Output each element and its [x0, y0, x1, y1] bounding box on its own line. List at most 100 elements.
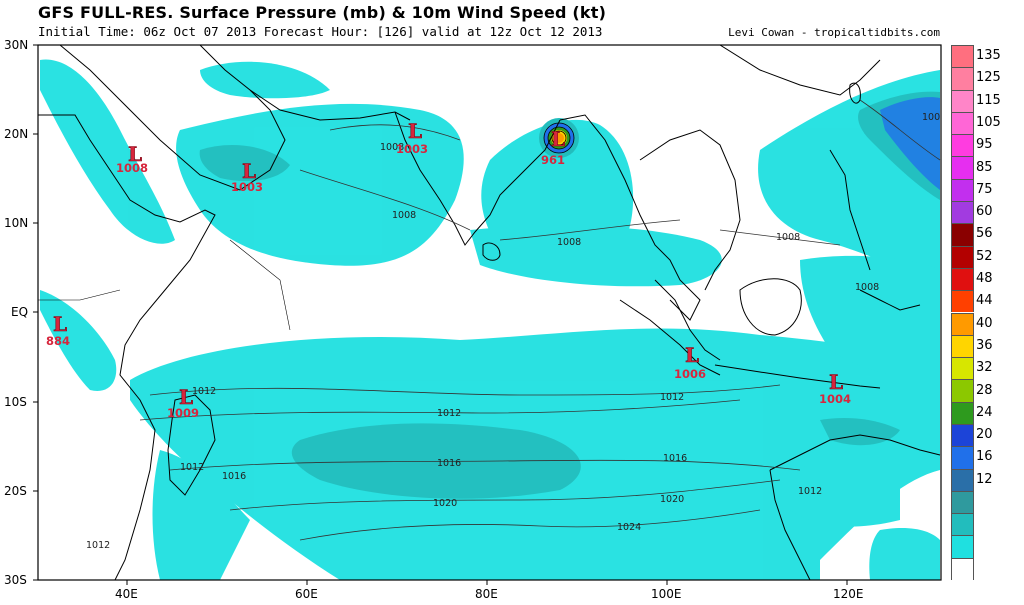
colorbar-row [951, 134, 1011, 157]
low-value: 1008 [116, 161, 148, 175]
colorbar-swatch [951, 178, 974, 202]
colorbar-row [951, 513, 1011, 536]
low-marker: L 1004 [819, 370, 851, 406]
isobar-label-group: 1008 1008 1008 1008 1008 1012 1012 1012 … [86, 112, 940, 551]
colorbar-swatch [951, 535, 974, 558]
wind-speed-colorbar: 135 125 115 105 95 85 75 60 56 52 48 44 40 36 32 28 24 20… [951, 45, 1011, 580]
isobar-label: 1012 [180, 462, 204, 473]
isobar-label: 1012 [86, 540, 110, 551]
colorbar-row [951, 201, 1011, 224]
lon-label: 40E [115, 587, 138, 601]
colorbar-swatch [951, 423, 974, 447]
colorbar-swatch [951, 513, 974, 536]
colorbar-swatch [951, 134, 974, 157]
chart-credit: Levi Cowan - tropicaltidbits.com [728, 26, 940, 39]
colorbar-swatch [951, 379, 974, 402]
colorbar-row [951, 156, 1011, 179]
low-marker: L 1009 [167, 385, 199, 420]
chart-subtitle: Initial Time: 06z Oct 07 2013 Forecast H… [38, 24, 603, 39]
colorbar-swatch [951, 401, 974, 424]
colorbar-label: 85 [976, 159, 993, 175]
colorbar-row [951, 223, 1011, 246]
colorbar-label: 125 [976, 70, 1001, 86]
low-marker: L 961 [541, 127, 565, 167]
colorbar-row [951, 111, 1011, 135]
colorbar-swatch [951, 111, 974, 135]
colorbar-swatch [951, 45, 974, 68]
lat-label: EQ [11, 305, 28, 319]
low-value: 1003 [231, 180, 263, 194]
colorbar-row [951, 290, 1011, 313]
colorbar-swatch [951, 557, 974, 580]
low-marker: L 884 [46, 312, 70, 348]
colorbar-row [951, 535, 1011, 558]
isobar-label: 1020 [433, 498, 457, 509]
colorbar-row [951, 557, 1011, 580]
colorbar-swatch [951, 201, 974, 224]
colorbar-row [951, 357, 1011, 380]
low-symbol: L [179, 385, 193, 409]
colorbar-label: 28 [976, 382, 993, 398]
colorbar-label: 40 [976, 315, 993, 331]
low-value: 1006 [674, 367, 706, 381]
colorbar-swatch [951, 223, 974, 246]
colorbar-label: 32 [976, 360, 993, 376]
low-marker: L 1003 [231, 159, 263, 194]
colorbar-label: 36 [976, 337, 993, 353]
colorbar-label: 105 [976, 115, 1001, 131]
isobar-label: 1016 [222, 471, 246, 482]
low-symbol: L [551, 127, 565, 151]
colorbar-row [951, 267, 1011, 291]
colorbar-swatch [951, 468, 974, 491]
lon-label: 60E [295, 587, 318, 601]
colorbar-swatch [951, 89, 974, 112]
isobar-label: 1012 [798, 486, 822, 497]
colorbar-swatch [951, 245, 974, 268]
colorbar-swatch [951, 156, 974, 179]
lat-label: 10N [4, 216, 28, 230]
colorbar-row [951, 334, 1011, 358]
colorbar-label: 95 [976, 137, 993, 153]
colorbar-row [951, 89, 1011, 112]
colorbar-row [951, 423, 1011, 447]
lat-label: 30S [4, 573, 27, 587]
colorbar-row [951, 45, 1011, 68]
colorbar-row [951, 245, 1011, 268]
colorbar-label: 135 [976, 48, 1001, 64]
colorbar-label: 115 [976, 92, 1001, 108]
isobar-label: 1008 [380, 142, 404, 153]
low-value: 961 [541, 153, 565, 167]
colorbar-label: 75 [976, 181, 993, 197]
colorbar-row [951, 468, 1011, 491]
low-value: 884 [46, 334, 70, 348]
isobar-label: 1008 [776, 232, 800, 243]
colorbar-swatch [951, 334, 974, 358]
lon-label: 120E [833, 587, 864, 601]
colorbar-label: 48 [976, 271, 993, 287]
latitude-labels: 30N 20N 10N EQ 10S 20S 30S [4, 38, 28, 587]
isobar-label: 1024 [617, 522, 641, 533]
low-symbol: L [685, 343, 699, 367]
colorbar-swatch [951, 290, 974, 313]
colorbar-label: 24 [976, 404, 993, 420]
isobar-label: 1016 [663, 453, 687, 464]
low-marker: L 1006 [674, 343, 706, 381]
isobar-label: 1020 [660, 494, 684, 505]
colorbar-row [951, 178, 1011, 202]
isobar-label: 1008 [557, 237, 581, 248]
low-symbol: L [53, 312, 67, 336]
low-symbol: L [242, 159, 256, 183]
low-symbol: L [408, 119, 422, 143]
chart-title: GFS FULL-RES. Surface Pressure (mb) & 10… [38, 3, 607, 22]
colorbar-row [951, 446, 1011, 469]
colorbar-row [951, 312, 1011, 335]
lon-label: 100E [651, 587, 682, 601]
lon-label: 80E [475, 587, 498, 601]
lat-label: 10S [4, 395, 27, 409]
colorbar-label: 56 [976, 226, 993, 242]
low-marker: L 1008 [116, 142, 148, 175]
colorbar-swatch [951, 446, 974, 469]
low-pressure-markers: L 1008 L 1003 L 1003 L 961 L 884 L 1009 [46, 119, 851, 420]
low-symbol: L [829, 370, 843, 394]
